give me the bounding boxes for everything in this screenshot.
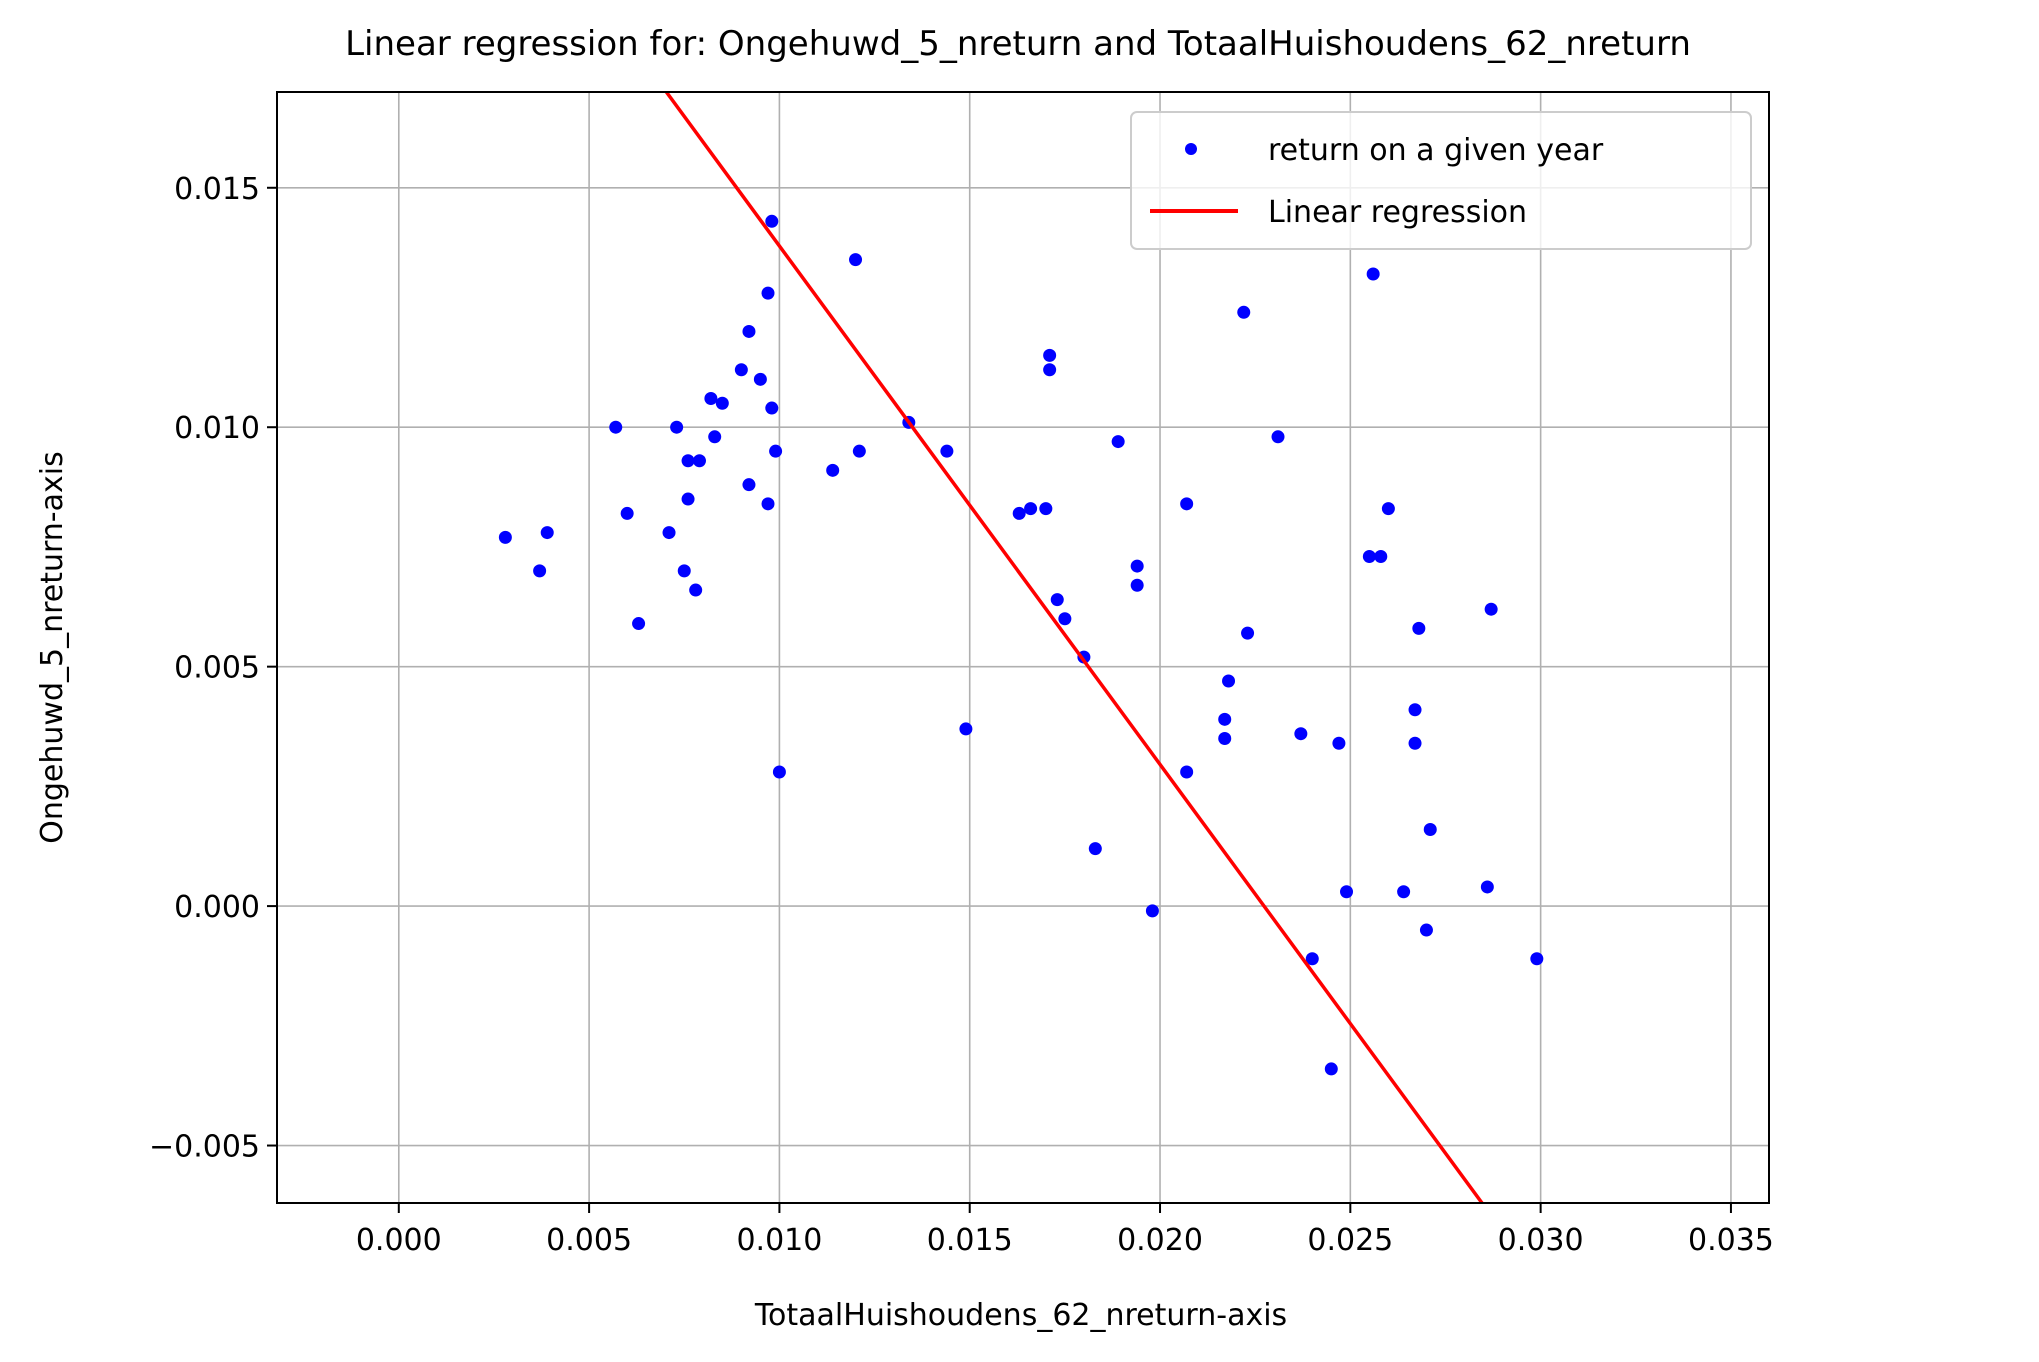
- chart-title: Linear regression for: Ongehuwd_5_nretur…: [345, 24, 1691, 64]
- scatter-point: [1480, 880, 1494, 894]
- legend-box: [1130, 111, 1752, 250]
- scatter-point: [1130, 559, 1144, 573]
- y-tick-label: 0.010: [174, 411, 260, 446]
- scatter-point: [1058, 612, 1072, 626]
- scatter-point: [1381, 502, 1395, 516]
- y-tick-label: −0.005: [149, 1130, 260, 1165]
- scatter-point: [1039, 502, 1053, 516]
- x-tick-label: 0.015: [927, 1223, 1013, 1258]
- scatter-point: [715, 396, 729, 410]
- scatter-point: [1237, 305, 1251, 319]
- y-tick-label: 0.015: [174, 172, 260, 207]
- scatter-point: [852, 444, 866, 458]
- legend-marker-scatter: [1185, 143, 1197, 155]
- scatter-point: [1340, 885, 1354, 899]
- scatter-point: [1222, 674, 1236, 688]
- scatter-point: [677, 564, 691, 578]
- x-tick-label: 0.020: [1117, 1223, 1203, 1258]
- scatter-point: [704, 391, 718, 405]
- scatter-point: [734, 363, 748, 377]
- scatter-point: [1397, 885, 1411, 899]
- scatter-point: [1530, 952, 1544, 966]
- x-tick-label: 0.000: [356, 1223, 442, 1258]
- scatter-point: [1180, 765, 1194, 779]
- scatter-point: [1332, 736, 1346, 750]
- x-axis-label: TotaalHuishoudens_62_nreturn-axis: [754, 1298, 1287, 1333]
- scatter-point: [1419, 923, 1433, 937]
- scatter-point: [1218, 712, 1232, 726]
- scatter-point: [1408, 736, 1422, 750]
- regression-line: [664, 92, 1484, 1203]
- x-tick-label: 0.005: [546, 1223, 632, 1258]
- scatter-point: [753, 372, 767, 386]
- scatter-point: [772, 765, 786, 779]
- legend-label-line: Linear regression: [1268, 195, 1527, 230]
- scatter-point: [1366, 267, 1380, 281]
- scatter-point: [1271, 430, 1285, 444]
- scatter-point: [1012, 506, 1026, 520]
- scatter-point: [826, 463, 840, 477]
- scatter-point: [1484, 602, 1498, 616]
- scatter-point: [670, 420, 684, 434]
- plot-content: [498, 92, 1544, 1203]
- y-tick-label: 0.000: [174, 890, 260, 925]
- scatter-point: [849, 253, 863, 267]
- grid-lines: [277, 92, 1769, 1203]
- scatter-point: [498, 530, 512, 544]
- scatter-point: [765, 401, 779, 415]
- scatter-point: [742, 324, 756, 338]
- scatter-point: [708, 430, 722, 444]
- scatter-point: [1362, 550, 1376, 564]
- x-tick-label: 0.035: [1688, 1223, 1774, 1258]
- plot-frame: [276, 91, 1770, 1204]
- scatter-point: [1241, 626, 1255, 640]
- scatter-point: [620, 506, 634, 520]
- scatter-point: [1111, 435, 1125, 449]
- scatter-point: [761, 497, 775, 511]
- scatter-point: [1294, 727, 1308, 741]
- x-tick-label: 0.030: [1498, 1223, 1584, 1258]
- scatter-point: [632, 617, 646, 631]
- scatter-point: [681, 454, 695, 468]
- scatter-point: [681, 492, 695, 506]
- scatter-point: [1218, 731, 1232, 745]
- scatter-point: [609, 420, 623, 434]
- scatter-point: [765, 214, 779, 228]
- scatter-point: [689, 583, 703, 597]
- scatter-point: [1305, 952, 1319, 966]
- scatter-point: [761, 286, 775, 300]
- scatter-point: [1145, 904, 1159, 918]
- scatter-point: [1408, 703, 1422, 717]
- scatter-point: [1088, 842, 1102, 856]
- x-tick-label: 0.010: [736, 1223, 822, 1258]
- scatter-point: [1024, 502, 1038, 516]
- axis-ticks: 0.000 0.005 0.010 0.015 0.020 0.025 0.030 0.035…: [149, 172, 1774, 1258]
- scatter-point: [692, 454, 706, 468]
- scatter-point: [1180, 497, 1194, 511]
- scatter-point: [540, 526, 554, 540]
- legend: return on a given year Linear regression: [1130, 111, 1752, 250]
- scatter-point: [662, 526, 676, 540]
- scatter-point: [769, 444, 783, 458]
- scatter-point: [1324, 1062, 1338, 1076]
- x-tick-label: 0.025: [1307, 1223, 1393, 1258]
- scatter-point: [940, 444, 954, 458]
- scatter-point: [1374, 550, 1388, 564]
- y-axis-label: Ongehuwd_5_nreturn-axis: [35, 451, 70, 844]
- scatter-point: [742, 478, 756, 492]
- legend-label-scatter: return on a given year: [1268, 133, 1604, 168]
- scatter-point: [1130, 578, 1144, 592]
- scatter-point: [533, 564, 547, 578]
- scatter-point: [1050, 593, 1064, 607]
- scatter-point: [1423, 822, 1437, 836]
- scatter-point: [959, 722, 973, 736]
- scatter-point: [1043, 348, 1057, 362]
- scatter-point: [1412, 621, 1426, 635]
- y-tick-label: 0.005: [174, 651, 260, 686]
- scatter-point: [1043, 363, 1057, 377]
